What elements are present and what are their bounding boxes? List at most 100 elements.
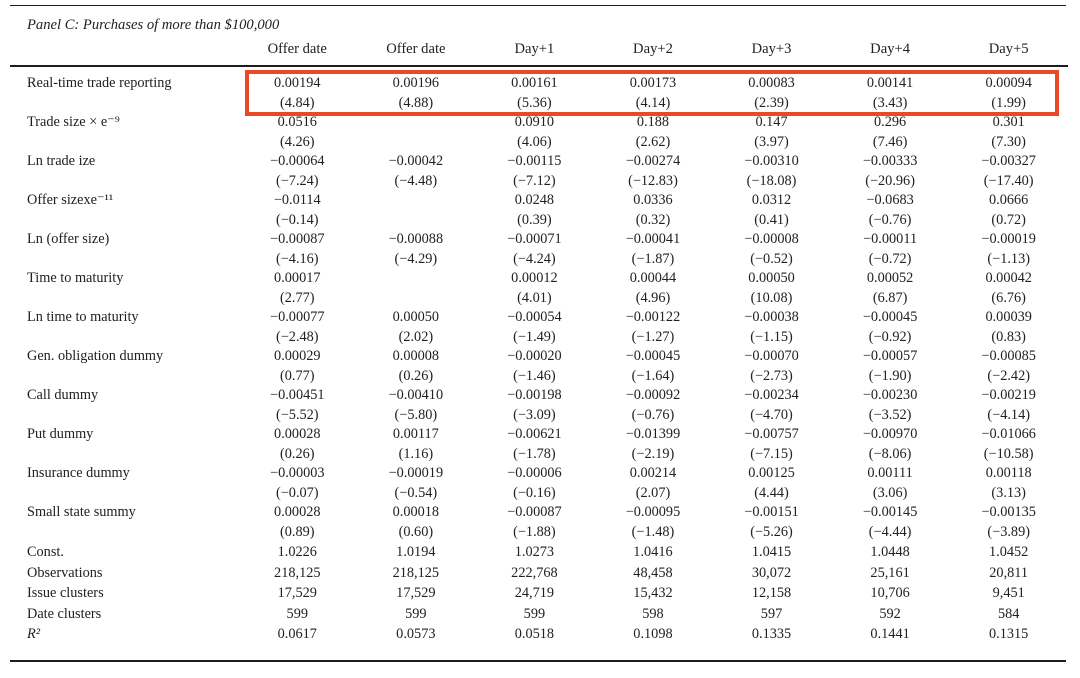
row-label: Call dummy — [27, 387, 99, 403]
tstat-cell: (−0.76) — [868, 211, 912, 228]
coef-cell: 0.00028 — [274, 504, 321, 520]
tstat-row: (0.89) (0.60) (−1.88) (−1.48) (−5.26) (−4.44)… — [10, 523, 1068, 543]
tstat-cell: (7.46) — [872, 133, 908, 150]
tstat-cell: (−2.48) — [275, 328, 319, 345]
tstat-cell: (−0.16) — [513, 484, 556, 501]
stat-cell: 218,125 — [392, 564, 440, 581]
coef-cell: 0.188 — [636, 114, 670, 130]
coef-cell: 0.00018 — [392, 504, 440, 520]
coef-cell: −0.00038 — [744, 309, 799, 325]
row-label-empty — [10, 484, 238, 504]
coef-cell: 0.00161 — [511, 75, 558, 91]
tstat-cell: (−5.52) — [275, 406, 319, 423]
column-header: Day+3 — [751, 41, 792, 57]
tstat-row: (0.26) (1.16) (−1.78) (−2.19) (−7.15) (−8.06)… — [10, 445, 1068, 465]
coef-cell: −0.00327 — [981, 153, 1036, 169]
tstat-cell: (−1.78) — [513, 445, 556, 462]
row-label: Small state summy — [27, 504, 136, 520]
tstat-cell: (4.84) — [280, 94, 315, 111]
tstat-cell: (−4.29) — [394, 250, 438, 267]
coef-cell: 0.00083 — [748, 75, 795, 91]
tstat-cell: (4.06) — [517, 133, 552, 150]
stat-cell: 1.0416 — [633, 544, 673, 560]
coef-cell: −0.00451 — [270, 387, 325, 403]
tstat-cell: (−7.12) — [513, 172, 556, 189]
tstat-row: (−0.14) (0.39) (0.32) (0.41) (−0.76) (0.72) — [10, 211, 1068, 231]
stat-cell: 17,529 — [396, 585, 436, 601]
tstat-cell: (0.32) — [635, 211, 671, 228]
tstat-row: (−4.16) (−4.29) (−4.24) (−1.87) (−0.52) (−0.7… — [10, 250, 1068, 270]
tstat-cell: (−8.06) — [868, 445, 912, 462]
tstat-cell: (2.07) — [635, 484, 671, 501]
stat-cell: 218,125 — [274, 564, 321, 581]
tstat-cell: (4.88) — [398, 94, 434, 111]
stat-cell: 1.0452 — [989, 544, 1029, 560]
coef-cell: 0.00125 — [748, 465, 795, 481]
coef-cell — [357, 269, 476, 289]
table-header: Offer date Offer date Day+1 Day+2 Day+3 Day+4… — [10, 36, 1068, 66]
stat-cell: 0.1315 — [989, 626, 1029, 642]
coef-cell: −0.00085 — [981, 348, 1036, 364]
tstat-cell: (0.77) — [280, 367, 315, 384]
stat-row: Observations 218,125 218,125 222,768 48,458 3… — [10, 563, 1068, 584]
coef-cell: 0.00118 — [985, 465, 1032, 481]
row-label: Trade size × e⁻⁹ — [27, 114, 120, 130]
tstat-cell: (4.26) — [280, 133, 315, 150]
coef-cell: −0.00095 — [625, 504, 681, 520]
row-label: Real-time trade reporting — [27, 75, 172, 91]
tstat-cell: (−0.54) — [394, 484, 438, 501]
row-label: Time to maturity — [27, 270, 124, 286]
coef-cell: 0.00194 — [274, 75, 321, 91]
coef-row: Gen. obligation dummy 0.00029 0.00008 −0.00… — [10, 347, 1068, 367]
column-header: Day+1 — [514, 41, 555, 57]
coef-cell: −0.00092 — [625, 387, 681, 403]
stat-cell: 24,719 — [514, 585, 555, 601]
coef-cell: 0.0666 — [989, 192, 1029, 208]
tstat-cell: (−4.44) — [868, 523, 912, 540]
tstat-cell: (0.60) — [398, 523, 434, 540]
tstat-cell: (10.08) — [750, 289, 793, 306]
coef-cell: −0.00054 — [507, 309, 562, 325]
coef-row: Small state summy 0.00028 0.00018 −0.00087 −… — [10, 503, 1068, 523]
tstat-cell: (−2.19) — [631, 445, 675, 462]
tstat-cell: (−4.14) — [987, 406, 1030, 423]
row-label-header — [10, 36, 238, 66]
tstat-cell: (0.39) — [517, 211, 552, 228]
row-label: Ln trade ize — [27, 153, 96, 169]
coef-cell: 0.00012 — [511, 270, 558, 286]
row-label-empty — [10, 94, 238, 114]
coef-cell: 0.00044 — [629, 270, 677, 286]
stat-row: R² 0.0617 0.0573 0.0518 0.1098 0.1335 0.1441 0.… — [10, 624, 1068, 645]
tstat-cell: (3.97) — [754, 133, 789, 150]
coef-cell: 0.00111 — [867, 465, 913, 481]
tstat-cell: (0.26) — [398, 367, 434, 384]
tstat-cell: (4.01) — [517, 289, 552, 306]
column-header: Offer date — [267, 41, 327, 57]
tstat-cell: (1.16) — [398, 445, 434, 462]
panel-title: Panel C: Purchases of more than $100,000 — [27, 17, 280, 33]
coef-row: Real-time trade reporting 0.00194 0.00196 0… — [10, 66, 1068, 94]
coef-cell: −0.00045 — [625, 348, 681, 364]
tstat-cell — [357, 289, 476, 309]
stat-cell: 1.0273 — [514, 544, 555, 560]
tstat-cell: (−18.08) — [746, 172, 797, 189]
coef-row: Trade size × e⁻⁹ 0.0516 0.0910 0.188 0.147 0.… — [10, 113, 1068, 133]
tstat-cell: (6.87) — [872, 289, 908, 306]
tstat-cell: (−2.42) — [987, 367, 1030, 384]
tstat-cell: (−0.52) — [750, 250, 793, 267]
tstat-cell: (0.41) — [754, 211, 789, 228]
tstat-cell: (4.14) — [635, 94, 671, 111]
coef-cell: −0.00135 — [981, 504, 1036, 520]
row-label-empty — [10, 211, 238, 231]
tstat-cell: (7.30) — [991, 133, 1026, 150]
stat-cell: 0.0617 — [277, 626, 317, 642]
tstat-cell: (−0.92) — [868, 328, 912, 345]
coef-cell: 0.00008 — [392, 348, 440, 364]
coef-cell: −0.00970 — [862, 426, 918, 442]
row-label: Put dummy — [27, 426, 94, 442]
coef-cell: −0.00333 — [862, 153, 918, 169]
coef-cell: −0.00087 — [507, 504, 562, 520]
coef-cell: 0.00017 — [274, 270, 321, 286]
tstat-cell: (−3.52) — [868, 406, 912, 423]
coef-cell: 0.0336 — [633, 192, 673, 208]
